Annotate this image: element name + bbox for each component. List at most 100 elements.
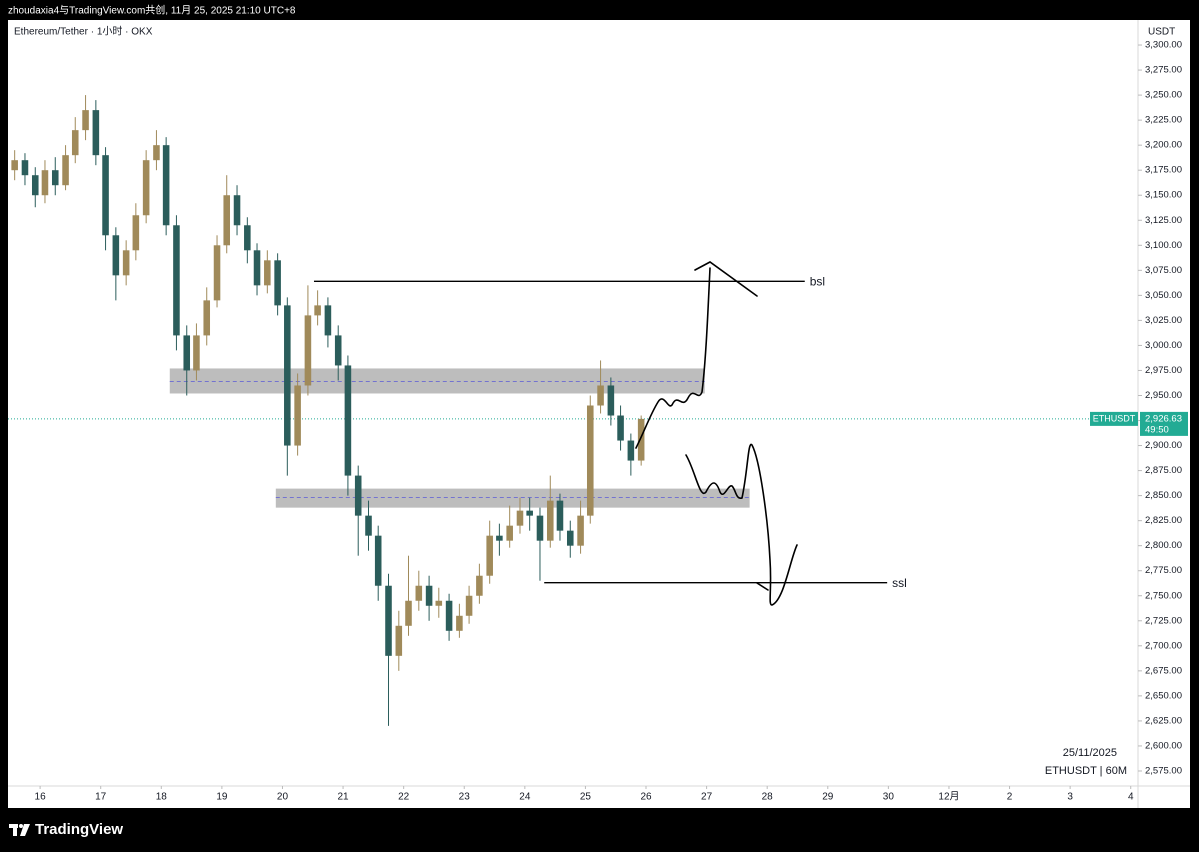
candle-body <box>395 625 403 656</box>
y-tick-label: 2,675.00 <box>1145 665 1182 676</box>
candle-body <box>264 260 271 286</box>
candle-body <box>577 515 584 546</box>
candle-body <box>193 335 200 371</box>
candle-body <box>627 440 635 461</box>
candle-body <box>71 130 79 156</box>
candle-body <box>244 225 251 251</box>
y-tick-label: 2,850.00 <box>1145 490 1182 501</box>
x-tick-label: 28 <box>762 792 774 803</box>
y-tick-label: 3,100.00 <box>1145 240 1182 251</box>
x-tick-label: 16 <box>35 792 47 803</box>
y-tick-label: 2,750.00 <box>1145 590 1182 601</box>
y-tick-label: 3,050.00 <box>1145 290 1182 301</box>
candle-body <box>253 250 261 286</box>
y-tick-label: 3,150.00 <box>1145 190 1182 201</box>
y-tick-label: 3,200.00 <box>1145 140 1182 151</box>
y-tick-label: 3,225.00 <box>1145 115 1182 126</box>
candle-body <box>637 418 645 461</box>
candle-body <box>526 510 533 516</box>
candle-body <box>597 385 604 406</box>
candle-body <box>456 615 463 631</box>
symbol-tag: ETHUSDT <box>1093 413 1136 423</box>
y-tick-label: 3,275.00 <box>1145 65 1182 76</box>
candle-body <box>385 585 392 656</box>
y-tick-label: 2,625.00 <box>1145 715 1182 726</box>
y-tick-label: 2,700.00 <box>1145 640 1182 651</box>
candle-body <box>405 600 412 626</box>
candle-body <box>546 500 554 541</box>
candle-body <box>183 335 191 371</box>
y-tick-label: 3,025.00 <box>1145 315 1182 326</box>
x-tick-label: 18 <box>156 792 168 803</box>
candle-body <box>365 515 372 536</box>
candle-body <box>173 225 180 336</box>
candle-body <box>51 170 59 186</box>
y-tick-label: 2,800.00 <box>1145 540 1182 551</box>
candle-body <box>415 585 423 601</box>
candle-body <box>223 195 231 246</box>
candle-body <box>486 535 493 576</box>
chart-title: Ethereum/Tether · 1小时 · OKX <box>14 26 153 38</box>
candle-body <box>11 160 18 171</box>
zone <box>169 368 705 394</box>
y-tick-label: 2,825.00 <box>1145 515 1182 526</box>
y-tick-label: 2,650.00 <box>1145 690 1182 701</box>
x-tick-label: 20 <box>277 792 289 803</box>
symbol-label: ETHUSDT | 60M <box>1045 765 1127 777</box>
candle-body <box>607 385 615 416</box>
y-tick-label: 2,875.00 <box>1145 465 1182 476</box>
x-tick-label: 29 <box>822 792 834 803</box>
candle-body <box>203 300 211 336</box>
y-axis-label: USDT <box>1148 27 1175 38</box>
header: zhoudaxia4与TradingView.com共创, 11月 25, 20… <box>8 4 296 17</box>
candle-body <box>556 500 564 531</box>
candle-body <box>112 235 120 276</box>
candle-body <box>274 260 281 306</box>
candle-body <box>324 305 332 336</box>
candle-body <box>314 305 321 316</box>
candle-body <box>92 110 100 156</box>
x-tick-label: 17 <box>95 792 107 803</box>
candle-body <box>586 405 594 516</box>
x-tick-label: 25 <box>580 792 592 803</box>
y-tick-label: 3,075.00 <box>1145 265 1182 276</box>
candle-body <box>617 415 624 441</box>
x-tick-label: 3 <box>1067 792 1073 803</box>
y-tick-label: 3,125.00 <box>1145 215 1182 226</box>
x-tick-label: 23 <box>459 792 471 803</box>
x-tick-label: 4 <box>1128 792 1134 803</box>
y-tick-label: 3,250.00 <box>1145 90 1182 101</box>
candle-body <box>284 305 291 446</box>
plot-area: bsl ssl <box>8 95 1138 726</box>
x-tick-label: 21 <box>337 792 349 803</box>
candle-body <box>31 175 39 196</box>
zone <box>275 488 750 508</box>
y-tick-label: 2,600.00 <box>1145 740 1182 751</box>
candle-body <box>153 145 160 161</box>
candle-body <box>132 215 140 251</box>
panel <box>8 20 1190 808</box>
date-label: 25/11/2025 <box>1063 747 1117 759</box>
level-label: bsl <box>810 275 825 289</box>
y-tick-label: 2,775.00 <box>1145 565 1182 576</box>
candle-body <box>62 155 69 186</box>
x-tick-label: 26 <box>640 792 652 803</box>
candle-body <box>566 530 574 546</box>
candle-body <box>465 595 473 616</box>
candle-body <box>233 195 241 226</box>
scribble <box>635 261 758 449</box>
candle-body <box>294 385 301 446</box>
x-tick-label: 2 <box>1007 792 1013 803</box>
candle-body <box>344 365 352 476</box>
candle-body <box>334 335 342 366</box>
y-tick-label: 3,300.00 <box>1145 40 1182 51</box>
y-tick-label: 2,575.00 <box>1145 765 1182 776</box>
candle-body <box>496 535 503 541</box>
candle-body <box>516 510 524 526</box>
logo <box>9 824 30 836</box>
candle-body <box>304 315 312 386</box>
price-tag-bg <box>1140 411 1188 436</box>
candle-body <box>354 475 362 516</box>
y-tick-label: 2,900.00 <box>1145 440 1182 451</box>
y-tick-label: 2,725.00 <box>1145 615 1182 626</box>
